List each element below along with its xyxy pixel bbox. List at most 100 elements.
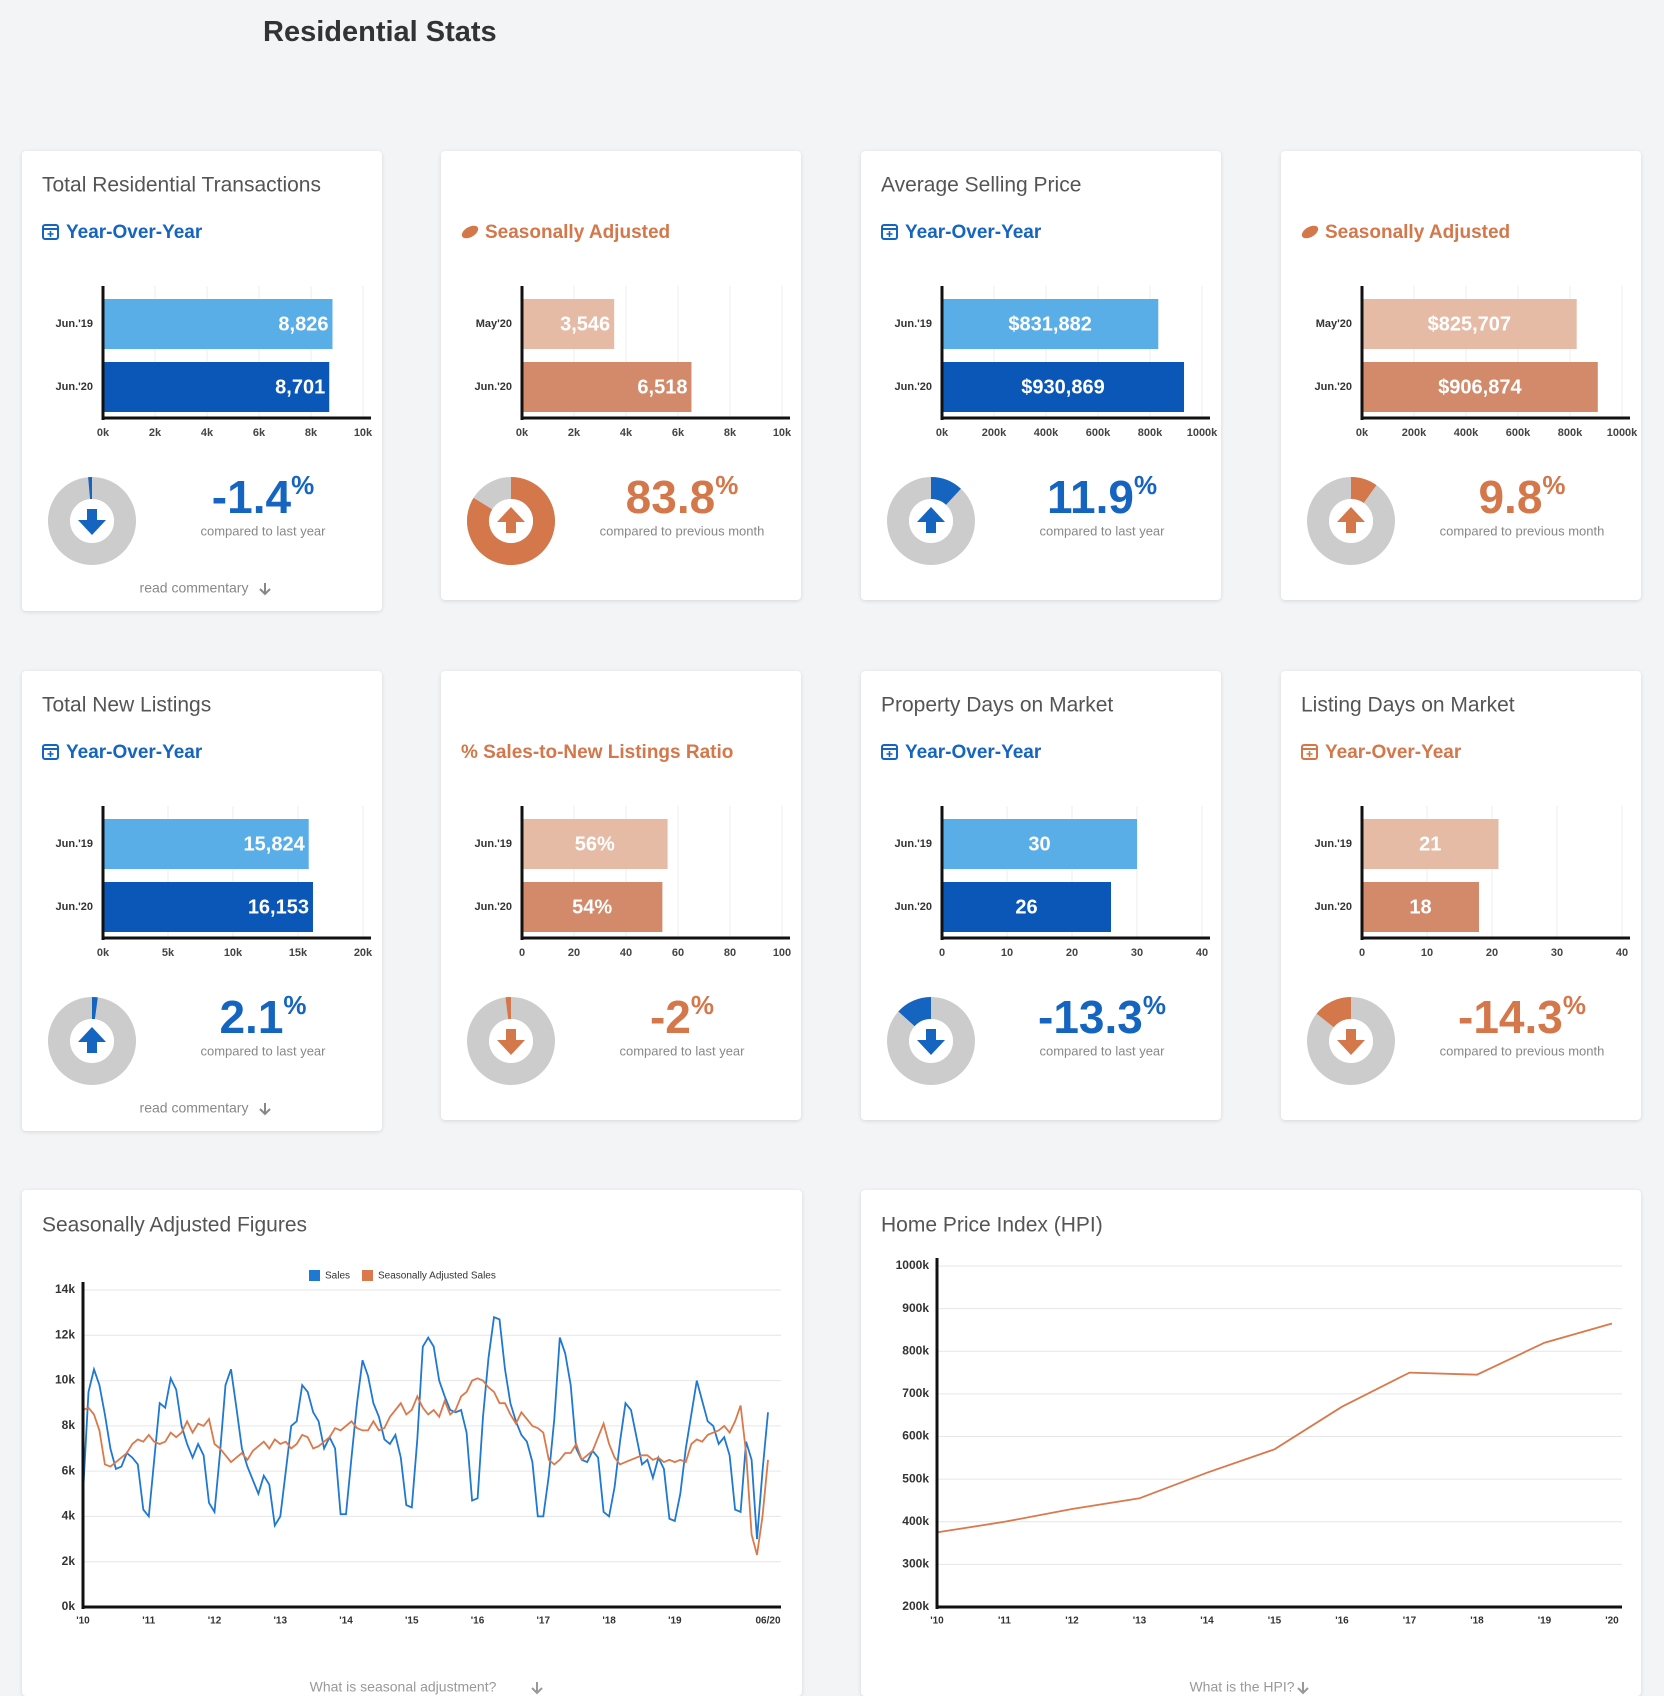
card-canvas: % Sales-to-New Listings Ratio 0 20 40 60 80 10… xyxy=(461,742,791,1085)
y-tick-label: Jun.'20 xyxy=(895,381,932,393)
card: Property Days on Market Year-Over-Year 0 10… xyxy=(861,671,1221,1120)
x-tick-label: 30 xyxy=(1131,947,1143,959)
card-subtitle: Year-Over-Year xyxy=(66,742,203,763)
data-label: 30 xyxy=(1028,833,1050,855)
calendar-icon xyxy=(886,231,893,237)
x-tick-label: 20 xyxy=(1486,947,1498,959)
change-unit: % xyxy=(1542,470,1565,500)
x-tick-label: 10 xyxy=(1421,947,1433,959)
trend-arrow xyxy=(1337,507,1365,533)
x-tick-label: 4k xyxy=(201,427,214,439)
card-heading: Average Selling Price xyxy=(881,174,1081,197)
x-tick-label: 0k xyxy=(1356,427,1369,439)
y-tick-label: May'20 xyxy=(1316,318,1352,330)
card: % Sales-to-New Listings Ratio 0 20 40 60 80 10… xyxy=(441,671,801,1120)
gauge-slice xyxy=(1316,997,1352,1028)
x-tick-label: '13 xyxy=(1133,1616,1147,1627)
line-series xyxy=(936,1322,1613,1534)
bar xyxy=(1362,882,1479,932)
change-caption: compared to previous month xyxy=(600,523,765,538)
y-tick-label: Jun.'20 xyxy=(56,901,93,913)
chart-footer-link[interactable]: What is seasonal adjustment? xyxy=(310,1679,497,1695)
x-tick-label: '20 xyxy=(1605,1616,1619,1627)
x-tick-label: '17 xyxy=(537,1616,551,1627)
trend-arrow xyxy=(497,1029,525,1055)
y-tick-label: 800k xyxy=(902,1343,929,1357)
page-title: Residential Stats xyxy=(263,16,497,48)
data-label: 3,546 xyxy=(560,313,610,335)
y-tick-label: 2k xyxy=(62,1554,76,1568)
y-tick-label: Jun.'19 xyxy=(475,838,512,850)
x-tick-label: '10 xyxy=(930,1616,944,1627)
x-tick-label: 2k xyxy=(149,427,162,439)
gauge-slice xyxy=(930,477,961,506)
y-tick-label: 14k xyxy=(55,1282,75,1296)
change-caption: compared to last year xyxy=(200,1043,326,1058)
change-caption: compared to last year xyxy=(1039,523,1165,538)
x-tick-label: 400k xyxy=(1454,427,1479,439)
leaf-icon xyxy=(461,225,479,239)
y-tick-label: Jun.'20 xyxy=(475,901,512,913)
commentary-link[interactable]: read commentary xyxy=(140,1100,249,1116)
x-tick-label: '19 xyxy=(1538,1616,1552,1627)
bar xyxy=(522,882,663,932)
x-tick-label: '12 xyxy=(208,1616,222,1627)
x-tick-label: 0k xyxy=(936,427,949,439)
change-unit: % xyxy=(1143,990,1166,1020)
chart-footer-link[interactable]: What is the HPI? xyxy=(1189,1679,1294,1695)
calendar-icon xyxy=(1301,744,1318,760)
y-tick-label: 4k xyxy=(62,1509,76,1523)
y-tick-label: Jun.'20 xyxy=(895,901,932,913)
y-tick-label: 700k xyxy=(902,1386,929,1400)
x-tick-label: 80 xyxy=(724,947,736,959)
commentary-link[interactable]: read commentary xyxy=(140,580,249,596)
gauge-slice xyxy=(898,997,932,1027)
x-tick-label: 20 xyxy=(1066,947,1078,959)
y-tick-label: 12k xyxy=(55,1327,75,1341)
bar xyxy=(522,362,692,412)
x-tick-label: '12 xyxy=(1065,1616,1079,1627)
y-tick-label: 600k xyxy=(902,1429,929,1443)
gauge-slice xyxy=(1350,477,1377,504)
card-heading: Total Residential Transactions xyxy=(42,174,321,197)
data-label: 21 xyxy=(1419,833,1441,855)
x-tick-label: 06/20 xyxy=(755,1616,780,1627)
y-tick-label: Jun.'19 xyxy=(895,318,932,330)
bar xyxy=(942,882,1111,932)
calendar-icon xyxy=(881,224,898,240)
y-tick-label: 1000k xyxy=(896,1258,930,1272)
x-tick-label: '18 xyxy=(602,1616,616,1627)
x-tick-label: '16 xyxy=(1335,1616,1349,1627)
bar xyxy=(1362,362,1598,412)
data-label: 8,826 xyxy=(278,313,328,335)
change-number: -1.4 xyxy=(212,471,292,523)
calendar-icon xyxy=(42,224,59,240)
change-unit: % xyxy=(291,470,314,500)
card-canvas: Home Price Index (HPI) 200k 300k 400k 500k 60… xyxy=(881,1214,1622,1695)
x-tick-label: '13 xyxy=(274,1616,288,1627)
change-number: -13.3 xyxy=(1038,991,1143,1043)
x-tick-label: 600k xyxy=(1086,427,1111,439)
bar xyxy=(103,362,330,412)
x-tick-label: 10k xyxy=(773,427,792,439)
leaf-icon xyxy=(1301,225,1319,239)
card-canvas: Total New Listings Year-Over-Year 0k 5k 10k 1… xyxy=(42,694,373,1116)
y-tick-label: 900k xyxy=(902,1301,929,1315)
y-tick-label: Jun.'19 xyxy=(56,838,93,850)
change-unit: % xyxy=(1134,470,1157,500)
card-canvas: Seasonally Adjusted 0k 200k 400k 600k 800k 100… xyxy=(1301,222,1638,565)
data-label: $831,882 xyxy=(1008,313,1091,335)
x-tick-label: '15 xyxy=(405,1616,419,1627)
x-tick-label: 0k xyxy=(97,427,110,439)
y-tick-label: 8k xyxy=(62,1418,76,1432)
card-heading: Property Days on Market xyxy=(881,694,1113,717)
x-tick-label: 800k xyxy=(1138,427,1163,439)
change-number: -14.3 xyxy=(1458,991,1563,1043)
x-tick-label: '11 xyxy=(142,1616,155,1627)
card-heading: Listing Days on Market xyxy=(1301,694,1515,717)
calendar-icon xyxy=(47,231,54,237)
bar xyxy=(1362,299,1577,349)
x-tick-label: 40 xyxy=(1196,947,1208,959)
bar xyxy=(1362,819,1499,869)
